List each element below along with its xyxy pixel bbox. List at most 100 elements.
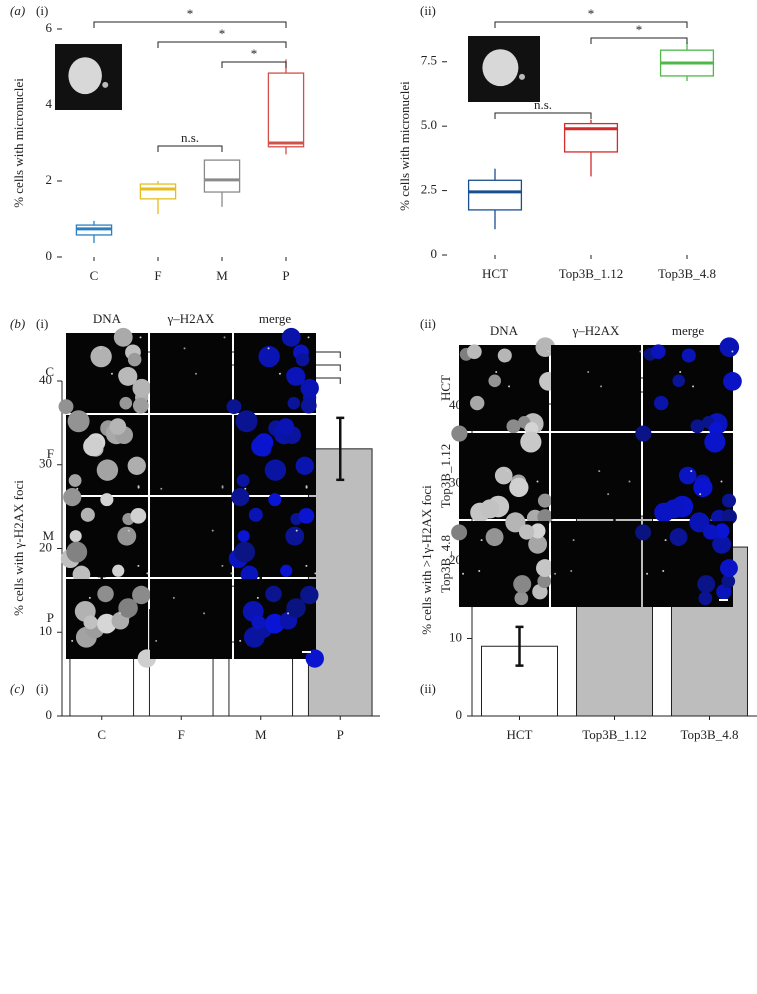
micrograph-bg (551, 521, 641, 607)
cell-nucleus (226, 399, 242, 415)
focus (314, 572, 317, 575)
cell-nucleus (300, 378, 319, 398)
sub-label: (i) (36, 681, 48, 696)
focus (223, 336, 226, 339)
cell-nucleus (480, 499, 500, 519)
focus (515, 493, 518, 496)
column-label: merge (259, 311, 291, 326)
focus (307, 336, 310, 339)
focus (480, 539, 483, 542)
focus (146, 572, 149, 575)
cell-nucleus (485, 528, 504, 547)
focus (99, 347, 102, 350)
focus (194, 372, 197, 375)
significance-label: * (187, 6, 194, 21)
x-tick-label: Top3B_4.8 (681, 727, 739, 742)
y-tick-label: 40 (39, 372, 52, 387)
cell-nucleus (90, 345, 112, 368)
column-label: DNA (93, 311, 122, 326)
micrograph-bg (551, 345, 641, 431)
cell-nucleus (650, 344, 666, 360)
cell-nucleus (664, 499, 684, 519)
cell-nucleus (466, 344, 482, 360)
focus (536, 480, 539, 483)
cell-nucleus (451, 524, 468, 541)
focus (692, 385, 695, 388)
y-tick-label: 30 (39, 456, 52, 471)
focus (662, 569, 665, 572)
cell-nucleus (96, 459, 119, 481)
focus (572, 539, 575, 542)
micrograph (58, 327, 151, 415)
column-label: γ–H2AX (572, 323, 621, 338)
cell-nucleus (268, 493, 282, 507)
micrograph (234, 410, 316, 495)
focus (256, 596, 259, 599)
row-label: P (47, 610, 54, 625)
sub-label: (i) (36, 3, 48, 18)
micrograph (451, 512, 554, 607)
focus (137, 564, 140, 567)
y-tick-label: 2.5 (421, 182, 437, 197)
focus (598, 470, 601, 473)
cell-nucleus (672, 374, 686, 388)
micrograph (551, 521, 641, 607)
cell-nucleus (520, 431, 542, 453)
cell-nucleus (723, 371, 742, 391)
micrograph (150, 333, 232, 413)
cell-nucleus (528, 534, 548, 554)
cell-nucleus (265, 585, 282, 603)
cell-nucleus (258, 345, 280, 368)
micrograph (635, 425, 737, 527)
x-tick-label: HCT (507, 727, 533, 742)
focus (71, 639, 74, 642)
focus (139, 336, 142, 339)
y-axis-label: % cells with micronuclei (11, 78, 26, 208)
y-axis-label: % cells with >1γ-H2AX foci (419, 485, 434, 635)
focus (119, 612, 122, 615)
cell-nucleus (698, 591, 713, 606)
focus (172, 596, 175, 599)
cell-nucleus (719, 337, 740, 357)
significance-bracket (221, 61, 287, 68)
cell-nucleus (721, 493, 737, 508)
cell-nucleus (704, 431, 726, 453)
focus (211, 529, 214, 532)
cell-nucleus (264, 613, 285, 634)
focus (462, 572, 465, 575)
focus (679, 371, 682, 374)
cell-nucleus (537, 574, 552, 589)
cell-nucleus (305, 649, 324, 668)
scale-bar (719, 599, 728, 601)
cell-nucleus (535, 337, 556, 357)
cell-nucleus (281, 327, 301, 347)
x-tick-label: F (178, 727, 185, 742)
significance-label: n.s. (181, 130, 199, 145)
focus (127, 529, 130, 532)
micrograph (150, 497, 233, 577)
focus (547, 350, 550, 353)
cell-nucleus (58, 399, 74, 415)
panel-label: (c) (10, 681, 24, 696)
micrograph (226, 327, 319, 415)
column-label: DNA (490, 323, 519, 338)
cell-nucleus (127, 352, 142, 367)
cell-nucleus (285, 526, 305, 546)
sub-label: (ii) (420, 3, 436, 18)
cell-nucleus (712, 534, 732, 554)
micrograph (643, 337, 742, 436)
cell-nucleus (132, 397, 149, 414)
y-tick-label: 10 (39, 623, 52, 638)
cell-nucleus (537, 509, 553, 525)
focus (221, 564, 224, 567)
focus (478, 569, 481, 572)
y-tick-label: 7.5 (421, 53, 437, 68)
x-tick-label: M (216, 268, 228, 283)
x-tick-label: M (255, 727, 267, 742)
cell-nucleus (234, 541, 256, 563)
sub-label: (ii) (420, 316, 436, 331)
cell-nucleus (264, 459, 287, 481)
cell-nucleus (505, 512, 526, 533)
focus (664, 539, 667, 542)
cell-nucleus (300, 585, 319, 605)
